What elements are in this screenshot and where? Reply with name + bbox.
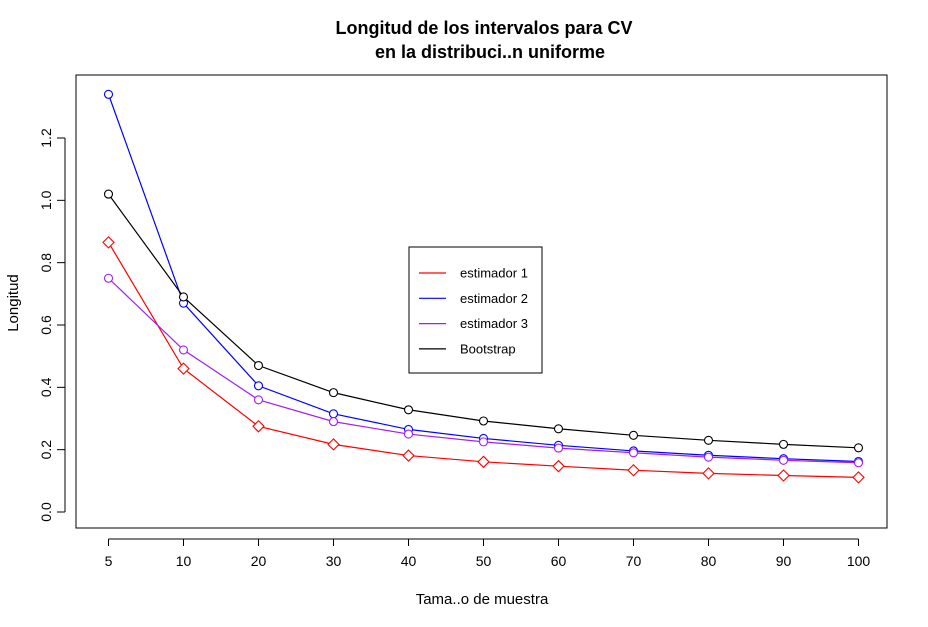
- data-point: [178, 292, 189, 302]
- legend-entry-label: Bootstrap: [460, 341, 516, 356]
- x-tick-label: 60: [551, 553, 567, 569]
- legend-entry-label: estimador 3: [460, 316, 528, 331]
- data-point: [852, 471, 865, 484]
- legend-box: [408, 246, 543, 374]
- data-point: [253, 381, 264, 391]
- x-tick-label: 90: [776, 553, 792, 569]
- data-point: [703, 452, 714, 462]
- data-point: [853, 443, 864, 453]
- data-point: [628, 448, 639, 458]
- x-tick-label: 100: [847, 553, 871, 569]
- data-point: [403, 405, 414, 415]
- x-axis-label: Tama..o de muestra: [416, 591, 549, 608]
- x-tick-label: 80: [701, 553, 717, 569]
- data-point: [853, 458, 864, 468]
- data-point: [477, 455, 490, 469]
- data-point: [778, 439, 789, 449]
- legend-entry-label: estimador 1: [460, 266, 528, 281]
- data-point: [402, 449, 415, 462]
- x-tick-label: 20: [251, 553, 267, 569]
- y-tick-label: 1.2: [38, 128, 54, 148]
- y-tick-label: 0.8: [38, 253, 54, 273]
- data-point: [253, 395, 264, 405]
- chart-title-line-2: en la distribuci..n uniforme: [375, 42, 605, 62]
- data-point: [553, 443, 564, 453]
- x-tick-label: 70: [626, 553, 642, 569]
- legend-entry-label: estimador 2: [460, 291, 528, 306]
- x-tick-label: 30: [326, 553, 342, 569]
- data-point: [553, 424, 564, 434]
- data-point: [253, 360, 264, 371]
- data-point: [478, 437, 489, 447]
- data-point: [703, 435, 714, 445]
- data-point: [103, 89, 114, 99]
- data-point: [178, 345, 189, 355]
- data-point: [478, 416, 489, 426]
- legend: estimador 1 estimador 2 estimador 3 Bootstr…: [408, 246, 543, 374]
- data-point: [327, 438, 340, 451]
- data-point: [328, 409, 339, 419]
- data-point: [103, 273, 114, 283]
- y-tick-label: 1.0: [38, 190, 54, 210]
- data-point: [777, 469, 790, 482]
- y-tick-label: 0.6: [38, 315, 54, 335]
- data-point: [102, 236, 115, 249]
- data-point: [628, 430, 639, 440]
- data-point: [177, 362, 190, 375]
- data-point: [252, 420, 265, 433]
- data-point: [552, 459, 565, 473]
- data-point: [103, 189, 114, 199]
- y-tick-label: 0.2: [38, 440, 54, 460]
- data-point: [328, 417, 339, 427]
- x-tick-label: 40: [401, 553, 417, 569]
- x-tick-label: 10: [176, 553, 192, 569]
- data-point: [627, 463, 640, 477]
- data-point: [778, 455, 789, 465]
- series-layer: [102, 89, 865, 484]
- y-tick-label: 0.0: [38, 502, 54, 522]
- plot-area-frame: [75, 74, 888, 529]
- data-point: [702, 467, 715, 480]
- x-tick-label: 5: [105, 553, 113, 569]
- x-axis: 5 10 20 30 40 50 60 70 80 90 100: [105, 538, 871, 569]
- y-tick-label: 0.4: [38, 377, 54, 397]
- data-point: [403, 429, 414, 439]
- y-axis: 0.0 0.2 0.4 0.6 0.8 1.0 1.2: [38, 128, 66, 522]
- data-point: [328, 388, 339, 398]
- chart-title-line-1: Longitud de los intervalos para CV: [335, 18, 632, 38]
- x-tick-label: 50: [476, 553, 492, 569]
- y-axis-label: Longitud: [5, 274, 22, 332]
